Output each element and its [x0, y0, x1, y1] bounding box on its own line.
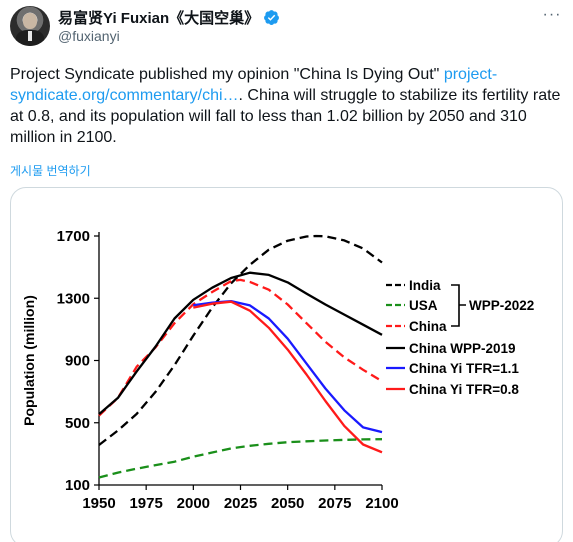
legend-bracket-label: WPP-2022: [469, 298, 534, 313]
tweet-text-before: Project Syndicate published my opinion "…: [10, 66, 444, 83]
name-row: 易富贤Yi Fuxian《大国空巢》: [58, 7, 280, 27]
y-tick-label: 900: [65, 353, 90, 370]
legend-label-0: India: [409, 278, 441, 293]
legend-bracket: [451, 284, 466, 327]
y-tick-label: 100: [65, 477, 90, 494]
more-options-icon[interactable]: ···: [542, 6, 562, 23]
legend-label-2: China: [409, 319, 447, 334]
display-name[interactable]: 易富贤Yi Fuxian《大国空巢》: [58, 9, 260, 27]
tweet-text: Project Syndicate published my opinion "…: [10, 64, 563, 148]
legend-label-1: USA: [409, 298, 438, 313]
x-tick-label: 1950: [82, 495, 115, 512]
x-tick-label: 2000: [177, 495, 210, 512]
series-line-0: [98, 234, 383, 446]
y-axis-label: Population (million): [21, 295, 37, 426]
y-tick-label: 500: [65, 415, 90, 432]
x-tick-label: 2075: [318, 495, 351, 512]
legend-label-4: China Yi TFR=1.1: [409, 361, 519, 376]
x-tick-label: 2050: [271, 495, 304, 512]
population-chart: 100 500 900 1300 1700 1950 1975 2000 2025 2050 207…: [21, 228, 534, 512]
x-tick-label: 2025: [224, 495, 257, 512]
tweet-header: 易富贤Yi Fuxian《大国空巢》 @fuxianyi ···: [10, 6, 563, 50]
tweet-text-after: . China will struggle to stabilize its f…: [10, 87, 561, 146]
series-line-2: [98, 278, 383, 417]
x-tick-label: 2100: [365, 495, 398, 512]
article-link[interactable]: project-syndicate.org/commentary/chi…: [10, 66, 498, 104]
attached-chart-image[interactable]: 100 500 900 1300 1700 1950 1975 2000 2025 2050 207…: [10, 187, 563, 542]
legend-label-5: China Yi TFR=0.8: [409, 382, 519, 397]
verified-badge-icon: [264, 9, 280, 25]
y-tick-label: 1700: [57, 228, 90, 245]
x-tick-label: 1975: [129, 495, 162, 512]
translate-post-link[interactable]: 게시물 번역하기: [10, 164, 91, 178]
series-line-5: [193, 300, 383, 454]
series-line-3: [98, 271, 383, 416]
legend-label-3: China WPP-2019: [409, 341, 516, 356]
y-tick-label: 1300: [57, 290, 90, 307]
user-handle[interactable]: @fuxianyi: [58, 28, 120, 44]
avatar[interactable]: [10, 6, 50, 46]
series-line-1: [98, 438, 383, 479]
